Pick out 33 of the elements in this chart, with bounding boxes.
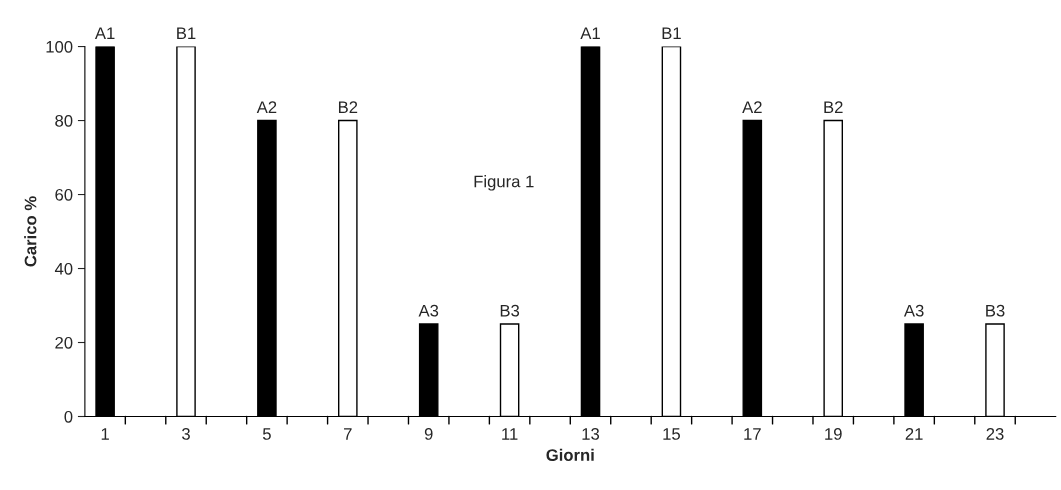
y-tick-label: 60 bbox=[55, 188, 73, 201]
x-tick-label: 23 bbox=[986, 428, 1004, 440]
y-tick-label: 0 bbox=[64, 410, 73, 423]
data-label: B3 bbox=[500, 304, 520, 317]
y-tick-label: 20 bbox=[55, 336, 73, 349]
x-tick-label: 21 bbox=[905, 428, 923, 440]
x-tick-label: 5 bbox=[262, 428, 271, 440]
x-tick-label: 3 bbox=[182, 428, 190, 440]
data-label: B2 bbox=[338, 101, 358, 113]
data-label: B1 bbox=[177, 27, 196, 39]
data-label: B3 bbox=[986, 304, 1005, 317]
x-tick-label: 7 bbox=[344, 428, 352, 440]
data-label: B1 bbox=[662, 27, 681, 39]
data-label: B2 bbox=[824, 101, 843, 113]
data-label: A3 bbox=[903, 304, 924, 317]
data-label: A2 bbox=[256, 101, 277, 113]
annotation: Figura 1 bbox=[474, 175, 534, 191]
y-tick-label: 80 bbox=[55, 114, 73, 127]
x-tick-label: 15 bbox=[663, 428, 680, 440]
x-axis-title: Giorni bbox=[546, 448, 594, 461]
data-label: A2 bbox=[742, 101, 762, 113]
x-tick-label: 9 bbox=[424, 428, 433, 440]
y-tick-label: 40 bbox=[54, 262, 73, 275]
x-tick-label: 13 bbox=[582, 428, 600, 440]
x-tick-label: 17 bbox=[744, 428, 761, 440]
data-label: A1 bbox=[580, 27, 600, 39]
x-tick-label: 1 bbox=[101, 428, 109, 440]
x-tick-label: 19 bbox=[825, 428, 842, 440]
x-tick-label: 11 bbox=[502, 428, 518, 440]
data-label: A3 bbox=[418, 304, 439, 317]
data-label: A1 bbox=[94, 27, 115, 39]
y-axis-title: Carico % bbox=[24, 196, 37, 267]
y-tick-label: 100 bbox=[46, 40, 73, 53]
